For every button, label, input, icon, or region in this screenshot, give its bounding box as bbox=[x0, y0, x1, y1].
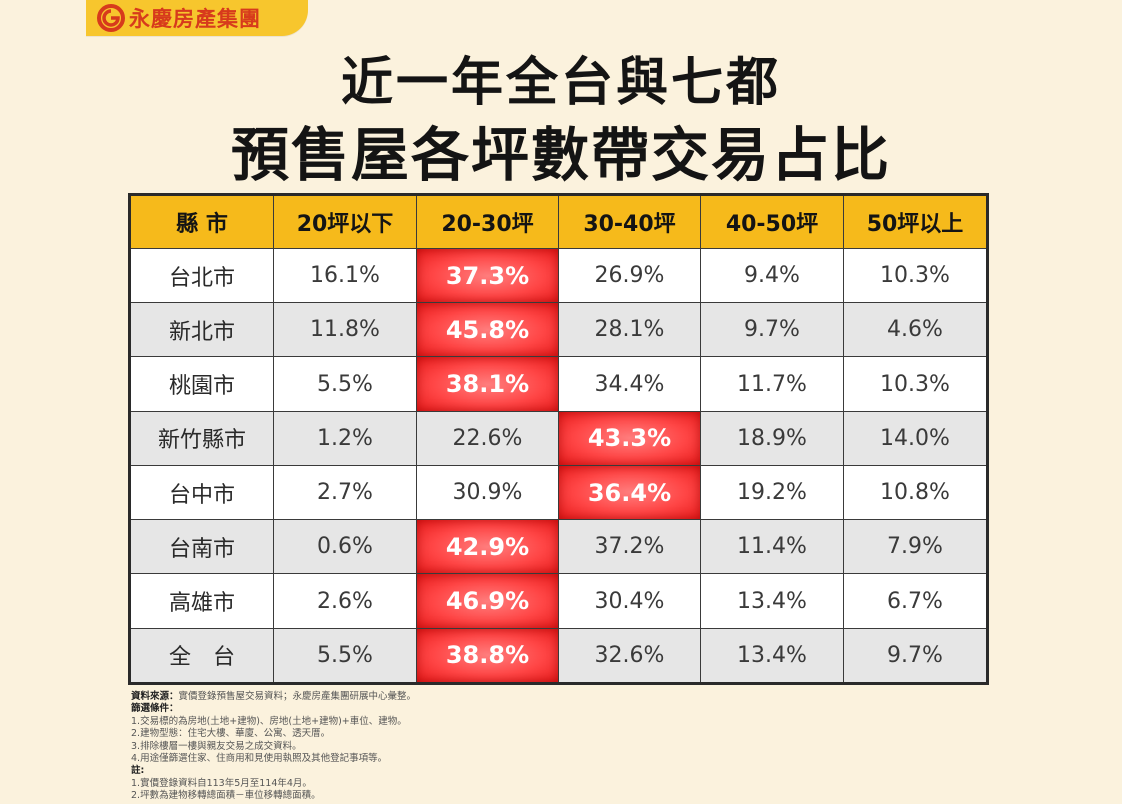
share-cell: 7.9% bbox=[843, 519, 988, 575]
share-cell: 28.1% bbox=[558, 302, 701, 358]
share-cell-highlighted: 43.3% bbox=[558, 410, 701, 466]
filter-label: 篩選條件： bbox=[131, 703, 179, 715]
row-region-label: 台南市 bbox=[129, 519, 274, 575]
page-title-line2: 預售屋各坪數帶交易占比 bbox=[230, 121, 891, 189]
source-text: 實價登錄預售屋交易資料；永慶房產集團研展中心彙整。 bbox=[178, 691, 417, 702]
table-header-row: 縣 市 20坪以下 20-30坪 30-40坪 40-50坪 50坪以上 bbox=[129, 194, 988, 249]
share-cell: 18.9% bbox=[700, 410, 844, 466]
brand-logo-tab: 永慶房產集團 bbox=[86, 0, 308, 36]
share-cell: 5.5% bbox=[273, 627, 417, 685]
row-region-label: 高雄市 bbox=[129, 573, 274, 629]
notice-item: 1.實價登錄資料自113年5月至114年4月。 bbox=[131, 777, 312, 789]
share-cell: 16.1% bbox=[273, 247, 417, 304]
share-cell: 22.6% bbox=[416, 410, 559, 466]
column-header-size-band: 50坪以上 bbox=[843, 194, 988, 249]
row-region-label: 桃園市 bbox=[129, 356, 274, 412]
table-row: 桃園市 5.5% 38.1% 34.4% 11.7% 10.3% bbox=[129, 356, 988, 412]
filter-item: 2.建物型態：住宅大樓、華廈、公寓、透天厝。 bbox=[131, 728, 331, 740]
brand-logo-icon bbox=[97, 4, 125, 32]
share-cell: 2.6% bbox=[273, 573, 417, 629]
share-cell: 30.4% bbox=[558, 573, 701, 629]
share-cell-highlighted: 38.8% bbox=[416, 627, 559, 685]
share-cell: 9.7% bbox=[700, 302, 844, 358]
column-header-size-band: 20-30坪 bbox=[416, 194, 559, 249]
share-cell: 10.8% bbox=[843, 464, 988, 521]
share-cell-highlighted: 38.1% bbox=[416, 356, 559, 412]
share-cell-highlighted: 37.3% bbox=[416, 247, 559, 304]
source-note: 資料來源：實價登錄預售屋交易資料；永慶房產集團研展中心彙整。 bbox=[131, 691, 831, 703]
row-region-label: 新北市 bbox=[129, 302, 274, 358]
share-cell: 32.6% bbox=[558, 627, 701, 685]
share-cell: 19.2% bbox=[700, 464, 844, 521]
page-title-line1: 近一年全台與七都 bbox=[340, 53, 781, 113]
filter-item: 3.排除樓層一樓與親友交易之成交資料。 bbox=[131, 740, 302, 752]
table-row: 全 台 5.5% 38.8% 32.6% 13.4% 9.7% bbox=[129, 627, 988, 685]
share-cell: 9.7% bbox=[843, 627, 988, 685]
brand-name: 永慶房產集團 bbox=[129, 7, 261, 31]
share-cell: 5.5% bbox=[273, 356, 417, 412]
column-header-size-band: 30-40坪 bbox=[558, 194, 701, 249]
filter-item: 1.交易標的為房地(土地+建物)、房地(土地+建物)+車位、建物。 bbox=[131, 715, 407, 727]
row-region-label: 台北市 bbox=[129, 247, 274, 304]
table-row: 台北市 16.1% 37.3% 26.9% 9.4% 10.3% bbox=[129, 247, 988, 304]
share-cell: 30.9% bbox=[416, 464, 559, 521]
table-row: 台中市 2.7% 30.9% 36.4% 19.2% 10.8% bbox=[129, 464, 988, 521]
notice-label: 註: bbox=[131, 765, 145, 777]
source-label: 資料來源： bbox=[131, 691, 179, 702]
share-cell: 37.2% bbox=[558, 519, 701, 575]
row-region-label: 台中市 bbox=[129, 464, 274, 521]
share-cell: 26.9% bbox=[558, 247, 701, 304]
share-cell: 2.7% bbox=[273, 464, 417, 521]
share-cell-highlighted: 36.4% bbox=[558, 464, 701, 521]
share-cell: 0.6% bbox=[273, 519, 417, 575]
column-header-region: 縣 市 bbox=[129, 194, 274, 249]
footnotes: 資料來源：實價登錄預售屋交易資料；永慶房產集團研展中心彙整。 篩選條件： 1.交… bbox=[131, 691, 831, 803]
share-cell: 1.2% bbox=[273, 410, 417, 466]
share-cell-highlighted: 45.8% bbox=[416, 302, 559, 358]
table-row: 新竹縣市 1.2% 22.6% 43.3% 18.9% 14.0% bbox=[129, 410, 988, 466]
filter-item: 4.用途僅篩選住家、住商用和見使用執照及其他登記事項等。 bbox=[131, 753, 388, 765]
share-cell: 11.7% bbox=[700, 356, 844, 412]
share-cell: 11.8% bbox=[273, 302, 417, 358]
share-cell: 4.6% bbox=[843, 302, 988, 358]
share-cell: 6.7% bbox=[843, 573, 988, 629]
table-row: 台南市 0.6% 42.9% 37.2% 11.4% 7.9% bbox=[129, 519, 988, 575]
share-cell: 13.4% bbox=[700, 627, 844, 685]
share-cell: 10.3% bbox=[843, 247, 988, 304]
share-cell: 10.3% bbox=[843, 356, 988, 412]
share-cell: 11.4% bbox=[700, 519, 844, 575]
table-row: 高雄市 2.6% 46.9% 30.4% 13.4% 6.7% bbox=[129, 573, 988, 629]
column-header-size-band: 40-50坪 bbox=[700, 194, 844, 249]
row-region-label: 新竹縣市 bbox=[129, 410, 274, 466]
share-cell: 34.4% bbox=[558, 356, 701, 412]
share-cell-highlighted: 46.9% bbox=[416, 573, 559, 629]
column-header-size-band: 20坪以下 bbox=[273, 194, 417, 249]
share-cell: 14.0% bbox=[843, 410, 988, 466]
notice-item: 2.坪數為建物移轉總面積－車位移轉總面積。 bbox=[131, 790, 321, 802]
table-row: 新北市 11.8% 45.8% 28.1% 9.7% 4.6% bbox=[129, 302, 988, 358]
share-cell: 13.4% bbox=[700, 573, 844, 629]
share-cell-highlighted: 42.9% bbox=[416, 519, 559, 575]
share-cell: 9.4% bbox=[700, 247, 844, 304]
row-region-label: 全 台 bbox=[129, 627, 274, 685]
transaction-share-table: 縣 市 20坪以下 20-30坪 30-40坪 40-50坪 50坪以上 台北市 16.1%… bbox=[128, 193, 989, 685]
